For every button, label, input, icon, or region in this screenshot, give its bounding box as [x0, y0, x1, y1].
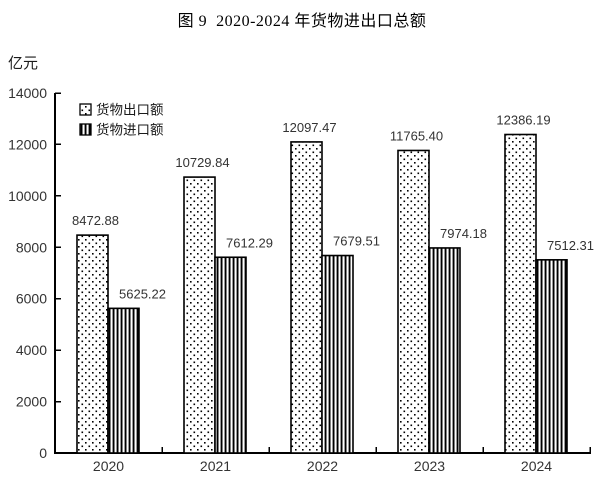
bar-import-2020	[107, 307, 140, 454]
bar-export-2023	[397, 149, 430, 454]
y-tick-label-0: 0	[39, 445, 47, 461]
legend-swatch-import	[79, 123, 92, 136]
x-tick-label-2020: 2020	[93, 458, 124, 474]
value-label-import-2024: 7512.31	[547, 238, 594, 253]
y-tick-label-10000: 10000	[8, 188, 47, 204]
x-tick-label-2022: 2022	[307, 458, 338, 474]
legend-item-export: 货物出口额	[79, 102, 164, 118]
y-tick-label-4000: 4000	[16, 342, 47, 358]
y-axis-unit-label: 亿元	[8, 56, 39, 72]
bar-import-2022	[321, 254, 354, 454]
value-label-import-2022: 7679.51	[333, 234, 380, 249]
value-label-export-2021: 10729.84	[175, 155, 229, 170]
x-tick-label-2023: 2023	[414, 458, 445, 474]
y-tick-label-2000: 2000	[16, 394, 47, 410]
chart-title: 图 9 2020-2024 年货物进出口总额	[177, 13, 427, 30]
bar-export-2022	[290, 141, 323, 454]
bar-import-2024	[535, 259, 568, 454]
legend-label-export: 货物出口额	[96, 102, 164, 118]
bar-import-2021	[214, 256, 247, 454]
y-tick-label-14000: 14000	[8, 85, 47, 101]
bar-export-2024	[504, 133, 537, 454]
bar-export-2020	[76, 234, 109, 454]
value-label-import-2021: 7612.29	[226, 235, 273, 250]
value-label-export-2024: 12386.19	[496, 112, 550, 127]
bar-export-2021	[183, 176, 216, 454]
y-tick-label-12000: 12000	[8, 136, 47, 152]
legend-item-import: 货物进口额	[79, 122, 164, 138]
x-tick-label-2021: 2021	[200, 458, 231, 474]
value-label-export-2023: 11765.40	[390, 128, 443, 143]
value-label-import-2020: 5625.22	[119, 286, 166, 301]
value-label-export-2020: 8472.88	[72, 213, 119, 228]
y-tick-label-6000: 6000	[16, 291, 47, 307]
legend-label-import: 货物进口额	[96, 122, 164, 138]
legend-swatch-export	[79, 103, 92, 116]
value-label-import-2023: 7974.18	[440, 226, 487, 241]
bar-import-2023	[428, 247, 461, 454]
value-label-export-2022: 12097.47	[282, 120, 336, 135]
y-tick-label-8000: 8000	[16, 239, 47, 255]
x-tick-label-2024: 2024	[521, 458, 552, 474]
